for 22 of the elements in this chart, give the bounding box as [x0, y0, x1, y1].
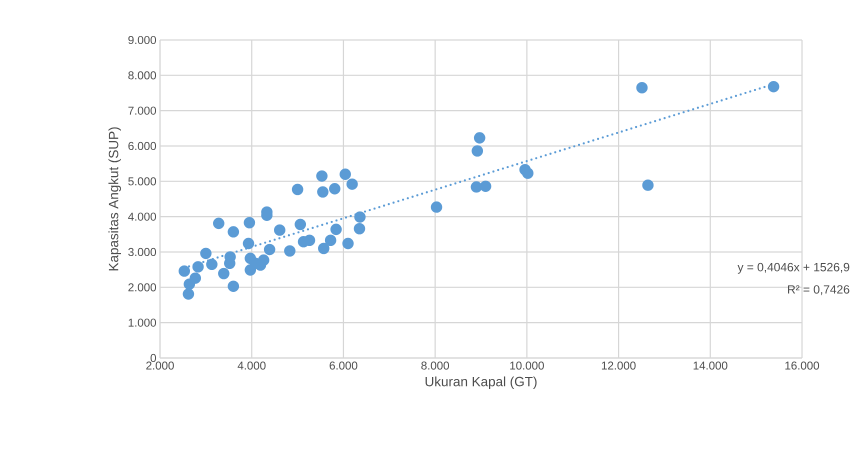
- x-tick-label: 6.000: [330, 362, 358, 370]
- x-tick-label: 16.000: [785, 362, 820, 370]
- annotation: R² = 0,7426: [788, 285, 850, 296]
- y-tick-label: 9.000: [128, 36, 156, 44]
- x-tick-label: 12.000: [602, 362, 636, 370]
- x-tick-label: 2.000: [146, 362, 174, 370]
- x-tick-label: 10.000: [510, 362, 544, 370]
- y-tick-label: 4.000: [128, 212, 156, 221]
- x-tick-label: 4.000: [238, 362, 266, 370]
- x-tick-label: 14.000: [694, 362, 728, 370]
- y-tick-label: 8.000: [128, 71, 156, 80]
- x-tick-label: 8.000: [421, 362, 450, 370]
- y-tick-label: 0: [150, 354, 156, 362]
- y-axis-title: Kapasitas Angkut (SUP): [108, 127, 121, 270]
- y-tick-label: 2.000: [128, 283, 156, 292]
- x-axis-title: Ukuran Kapal (GT): [426, 376, 537, 389]
- y-tick-label: 3.000: [128, 248, 156, 256]
- annotation: y = 0,4046x + 1526,9: [738, 262, 850, 274]
- y-tick-label: 5.000: [128, 177, 156, 186]
- y-tick-label: 6.000: [128, 142, 156, 150]
- y-tick-label: 1.000: [128, 318, 156, 327]
- y-tick-label: 7.000: [128, 106, 156, 115]
